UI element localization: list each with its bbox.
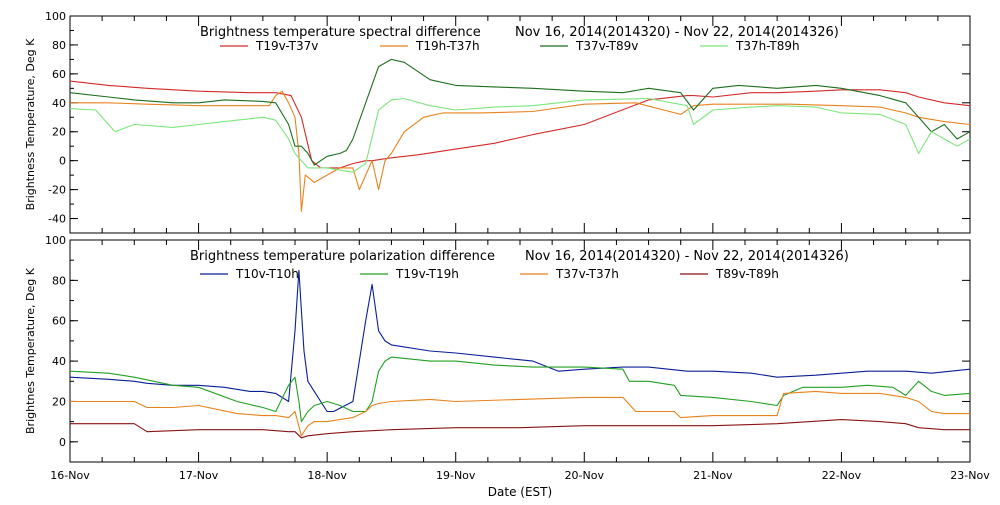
bottom-series-group (69, 269, 971, 439)
y-tick-label: 0 (59, 155, 66, 168)
bottom-ylabel: Brightnes Temperature, Deg K (24, 267, 37, 434)
x-tick-label: 21-Nov (693, 469, 733, 482)
top-legend: T19v-T37v T19h-T37h T37v-T89v T37h-T89h (220, 39, 800, 53)
series-line-t89v-t89h (70, 419, 970, 439)
top-title: Brightness temperature spectral differen… (200, 25, 481, 40)
bottom-date-range: Nov 16, 2014(2014320) - Nov 22, 2014(201… (525, 249, 849, 264)
series-line-t10v-t10h (69, 269, 971, 413)
y-tick-label: 20 (52, 126, 66, 139)
bottom-legend: T10v-T10h T19v-T19h T37v-T37h T89v-T89h (200, 267, 779, 281)
x-tick-label: 20-Nov (565, 469, 605, 482)
top-y-axis: -40 -20 0 20 40 60 80 100 (45, 10, 970, 234)
x-tick-label: 22-Nov (822, 469, 862, 482)
series-line-t19v-t37v (69, 80, 971, 169)
top-date-range: Nov 16, 2014(2014320) - Nov 22, 2014(201… (515, 25, 839, 40)
series-line-t19v-t19h (69, 356, 971, 423)
legend-label: T19h-T37h (415, 39, 480, 53)
legend-label: T19v-T37v (255, 39, 318, 53)
y-tick-label: 100 (45, 234, 66, 247)
top-panel-spectral-difference: Brightness temperature spectral differen… (24, 10, 971, 234)
y-tick-label: 40 (52, 97, 66, 110)
legend-label: T10v-T10h (235, 267, 299, 281)
legend-label: T37h-T89h (735, 39, 800, 53)
x-tick-label: 19-Nov (436, 469, 476, 482)
y-tick-label: 60 (52, 68, 66, 81)
bottom-plot-frame (69, 239, 971, 463)
bottom-x-axis: 16-Nov 17-Nov 18-Nov 19-Nov 20-Nov 21-Nov 22-N… (50, 240, 990, 482)
y-tick-label: 80 (52, 39, 66, 52)
x-tick-label: 23-Nov (950, 469, 990, 482)
series-line-t37v-t37h (70, 390, 970, 437)
top-x-axis (69, 16, 971, 233)
y-tick-label: -20 (48, 184, 66, 197)
y-tick-label: 60 (52, 315, 66, 328)
y-tick-label: 40 (52, 355, 66, 368)
bottom-xlabel: Date (EST) (488, 485, 552, 499)
legend-label: T19v-T19h (395, 267, 459, 281)
legend-label: T89v-T89h (715, 267, 779, 281)
x-tick-label: 17-Nov (179, 469, 219, 482)
top-plot-frame (69, 15, 971, 234)
bottom-panel-polarization-difference: Brightness temperature polarization diff… (24, 234, 990, 499)
top-series-group (69, 58, 971, 212)
y-tick-label: 0 (59, 436, 66, 449)
x-tick-label: 16-Nov (50, 469, 90, 482)
y-tick-label: 100 (45, 10, 66, 23)
y-tick-label: -40 (48, 213, 66, 226)
legend-label: T37v-T37h (555, 267, 619, 281)
legend-label: T37v-T89v (575, 39, 638, 53)
x-tick-label: 18-Nov (307, 469, 347, 482)
series-line-t37v-t89v (69, 58, 971, 166)
series-line-t19h-t37h (70, 90, 971, 212)
y-tick-label: 80 (52, 274, 66, 287)
y-tick-label: 20 (52, 395, 66, 408)
series-line-t37h-t89h (69, 97, 971, 173)
bottom-title: Brightness temperature polarization diff… (190, 249, 495, 264)
top-ylabel: Brightness Temperature, Deg K (24, 38, 37, 210)
